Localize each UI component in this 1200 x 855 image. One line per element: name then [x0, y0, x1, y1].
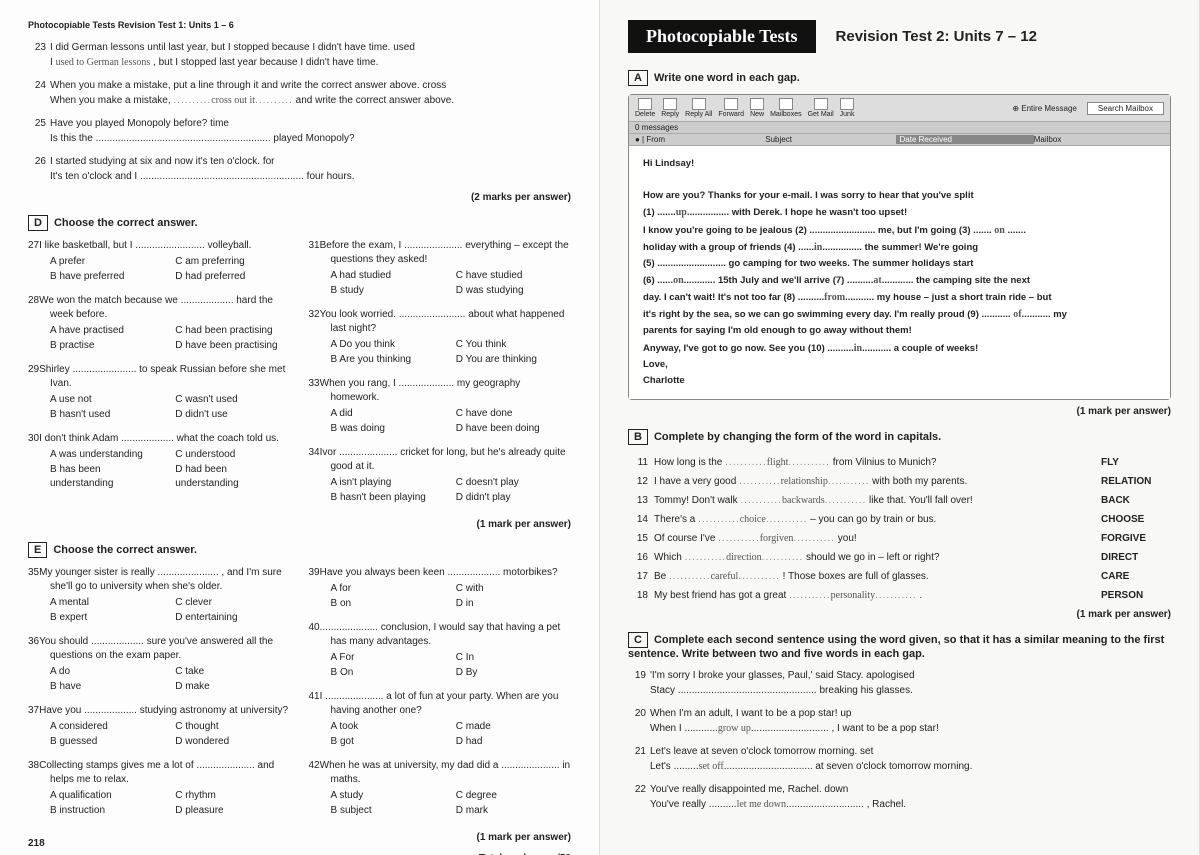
- mc-q34: 34Ivor ..................... cricket for…: [309, 446, 572, 505]
- c-q20: 20When I'm an adult, I want to be a pop …: [628, 706, 1171, 736]
- mail-btn-forward[interactable]: Forward: [718, 98, 744, 118]
- q23: 23I did German lessons until last year, …: [28, 40, 571, 70]
- mc-q32: 32You look worried. ....................…: [309, 308, 572, 367]
- wf-q13: 13 Tommy! Don't walk ...........backward…: [628, 491, 1171, 510]
- mc-q35: 35My younger sister is really ..........…: [28, 566, 291, 625]
- q25: 25Have you played Monopoly before? timeI…: [28, 116, 571, 146]
- mc-q28: 28We won the match because we ..........…: [28, 294, 291, 353]
- wf-q16: 16 Which ...........direction...........…: [628, 548, 1171, 567]
- section-d-head: DChoose the correct answer.: [28, 215, 571, 231]
- left-page: Photocopiable Tests Revision Test 1: Uni…: [0, 0, 600, 855]
- wf-q12: 12 I have a very good ...........relatio…: [628, 472, 1171, 491]
- left-header: Photocopiable Tests Revision Test 1: Uni…: [28, 20, 571, 30]
- mc-q33: 33When you rang, I .................... …: [309, 377, 572, 436]
- mc-q38: 38Collecting stamps gives me a lot of ..…: [28, 759, 291, 818]
- mail-btn-reply[interactable]: Reply: [661, 98, 679, 118]
- email-window: Delete Reply Reply All Forward New Mailboxes G…: [628, 94, 1171, 400]
- wf-q11: 11 How long is the ...........flight....…: [628, 453, 1171, 472]
- mail-btn-get-mail[interactable]: Get Mail: [808, 98, 834, 118]
- right-page: Photocopiable Tests Revision Test 2: Uni…: [600, 0, 1200, 855]
- section-b-head: BComplete by changing the form of the wo…: [628, 429, 1171, 445]
- c-q21: 21Let's leave at seven o'clock tomorrow …: [628, 744, 1171, 774]
- mc-q29: 29Shirley ....................... to spe…: [28, 363, 291, 422]
- wf-q18: 18 My best friend has got a great ......…: [628, 586, 1171, 605]
- mc-q36: 36You should ................... sure yo…: [28, 635, 291, 694]
- mc-q40: 40..................... conclusion, I wo…: [309, 621, 572, 680]
- q24: 24When you make a mistake, put a line th…: [28, 78, 571, 108]
- mail-btn-delete[interactable]: Delete: [635, 98, 655, 118]
- wf-q15: 15 Of course I've ...........forgiven...…: [628, 529, 1171, 548]
- mc-q30: 30I don't think Adam ...................…: [28, 432, 291, 491]
- wf-q14: 14 There's a ...........choice..........…: [628, 510, 1171, 529]
- mail-btn-new[interactable]: New: [750, 98, 764, 118]
- mail-btn-mailboxes[interactable]: Mailboxes: [770, 98, 802, 118]
- search-mailbox[interactable]: Search Mailbox: [1087, 102, 1164, 115]
- right-header: Photocopiable Tests Revision Test 2: Uni…: [628, 20, 1171, 52]
- c-q19: 19'I'm sorry I broke your glasses, Paul,…: [628, 668, 1171, 698]
- mc-q39: 39Have you always been keen ............…: [309, 566, 572, 611]
- q26: 26I started studying at six and now it's…: [28, 154, 571, 184]
- section-e-head: EChoose the correct answer.: [28, 542, 571, 558]
- section-c-head: CComplete each second sentence using the…: [628, 632, 1171, 660]
- mail-btn-junk[interactable]: Junk: [840, 98, 855, 118]
- mc-q27: 27I like basketball, but I .............…: [28, 239, 291, 284]
- c-q22: 22You've really disappointed me, Rachel.…: [628, 782, 1171, 812]
- page-number: 218: [28, 838, 45, 849]
- mc-q41: 41I ..................... a lot of fun a…: [309, 690, 572, 749]
- mc-q37: 37Have you ................... studying …: [28, 704, 291, 749]
- mail-btn-reply-all[interactable]: Reply All: [685, 98, 712, 118]
- marks-2: (2 marks per answer): [28, 192, 571, 203]
- section-a-head: AWrite one word in each gap.: [628, 70, 1171, 86]
- wf-q17: 17 Be ...........careful........... ! Th…: [628, 567, 1171, 586]
- mc-q42: 42When he was at university, my dad did …: [309, 759, 572, 818]
- mc-q31: 31Before the exam, I ...................…: [309, 239, 572, 298]
- email-body: Hi Lindsay! How are you? Thanks for your…: [629, 146, 1170, 399]
